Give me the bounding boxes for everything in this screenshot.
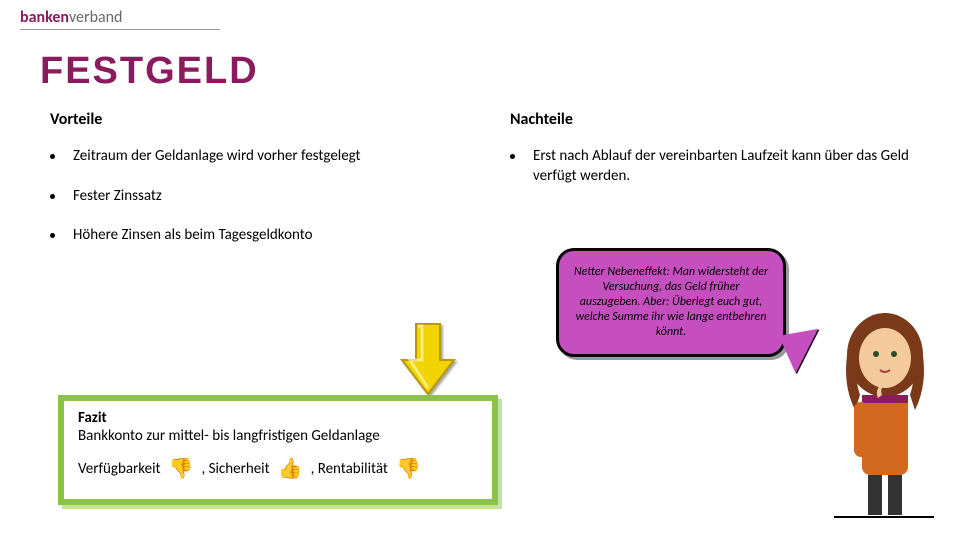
- item-text: Fester Zinssatz: [73, 187, 162, 207]
- arrow-down-icon: [400, 320, 456, 398]
- bullet-icon: [510, 154, 515, 159]
- list-item: Höhere Zinsen als beim Tagesgeldkonto: [50, 226, 480, 246]
- bullet-icon: [50, 233, 55, 238]
- advantages-column: Vorteile Zeitraum der Geldanlage wird vo…: [50, 110, 480, 266]
- character-illustration: [820, 300, 950, 520]
- disadvantages-list: Erst nach Ablauf der vereinbarten Laufze…: [510, 147, 940, 186]
- item-text: Zeitraum der Geldanlage wird vorher fest…: [73, 147, 361, 167]
- metric-label: Verfügbarkeit: [78, 460, 161, 478]
- disadvantages-heading: Nachteile: [510, 110, 940, 129]
- summary-metrics: Verfügbarkeit 👎 , Sicherheit 👍 , Rentabi…: [78, 459, 478, 479]
- brand-logo: bankenverband: [20, 8, 220, 30]
- list-item: Erst nach Ablauf der vereinbarten Laufze…: [510, 147, 940, 186]
- summary-box: Fazit Bankkonto zur mittel- bis langfris…: [58, 395, 498, 505]
- speech-text: Netter Nebeneffekt: Man widersteht der V…: [574, 265, 768, 339]
- list-item: Zeitraum der Geldanlage wird vorher fest…: [50, 147, 480, 167]
- advantages-heading: Vorteile: [50, 110, 480, 129]
- advantages-list: Zeitraum der Geldanlage wird vorher fest…: [50, 147, 480, 246]
- page-title: Festgeld: [40, 50, 259, 93]
- item-text: Erst nach Ablauf der vereinbarten Laufze…: [533, 147, 940, 186]
- summary-subtitle: Bankkonto zur mittel- bis langfristigen …: [78, 427, 478, 445]
- summary-title: Fazit: [78, 409, 478, 427]
- list-item: Fester Zinssatz: [50, 187, 480, 207]
- brand-part1: banken: [20, 8, 69, 27]
- brand-part2: verband: [69, 8, 123, 27]
- disadvantages-column: Nachteile Erst nach Ablauf der vereinbar…: [510, 110, 940, 206]
- speech-bubble: Netter Nebeneffekt: Man widersteht der V…: [556, 248, 786, 357]
- footer-line: [834, 516, 934, 518]
- bullet-icon: [50, 194, 55, 199]
- metric-label: , Rentabilität: [311, 460, 388, 478]
- thumb-up-icon: 👍: [278, 459, 303, 479]
- thumb-down-icon: 👎: [169, 459, 194, 479]
- item-text: Höhere Zinsen als beim Tagesgeldkonto: [73, 226, 313, 246]
- speech-tail-icon: [779, 329, 825, 375]
- metric-label: , Sicherheit: [201, 460, 269, 478]
- thumb-down-icon: 👎: [396, 459, 421, 479]
- bullet-icon: [50, 154, 55, 159]
